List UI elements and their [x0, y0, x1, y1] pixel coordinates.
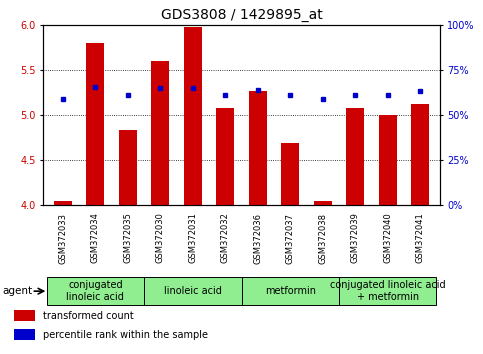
Title: GDS3808 / 1429895_at: GDS3808 / 1429895_at	[161, 8, 322, 22]
Bar	[14, 310, 35, 321]
Bar	[281, 143, 299, 205]
Bar	[216, 108, 234, 205]
Text: GSM372041: GSM372041	[415, 213, 425, 263]
Text: agent: agent	[2, 286, 32, 296]
Bar	[314, 201, 332, 205]
Bar	[119, 130, 137, 205]
Text: GSM372034: GSM372034	[91, 213, 100, 263]
Text: GSM372036: GSM372036	[253, 213, 262, 264]
Text: GSM372035: GSM372035	[123, 213, 132, 263]
Bar	[411, 104, 429, 205]
Bar	[151, 61, 169, 205]
Text: transformed count: transformed count	[43, 311, 134, 321]
FancyBboxPatch shape	[242, 277, 339, 305]
Text: GSM372033: GSM372033	[58, 213, 68, 264]
Text: GSM372031: GSM372031	[188, 213, 197, 263]
Text: linoleic acid: linoleic acid	[164, 286, 222, 296]
Bar	[346, 108, 364, 205]
Bar	[379, 115, 397, 205]
Text: percentile rank within the sample: percentile rank within the sample	[43, 330, 208, 340]
FancyBboxPatch shape	[144, 277, 242, 305]
Bar	[86, 43, 104, 205]
Bar	[184, 28, 202, 205]
Text: GSM372030: GSM372030	[156, 213, 165, 263]
FancyBboxPatch shape	[339, 277, 436, 305]
Bar	[54, 201, 72, 205]
Bar	[249, 91, 267, 205]
Text: GSM372032: GSM372032	[221, 213, 230, 263]
Text: GSM372040: GSM372040	[383, 213, 392, 263]
Text: GSM372039: GSM372039	[351, 213, 360, 263]
Text: GSM372037: GSM372037	[286, 213, 295, 264]
Text: conjugated linoleic acid
+ metformin: conjugated linoleic acid + metformin	[330, 280, 445, 302]
Text: metformin: metformin	[265, 286, 316, 296]
Text: conjugated
linoleic acid: conjugated linoleic acid	[67, 280, 124, 302]
Bar	[14, 329, 35, 339]
Text: GSM372038: GSM372038	[318, 213, 327, 264]
FancyBboxPatch shape	[47, 277, 144, 305]
